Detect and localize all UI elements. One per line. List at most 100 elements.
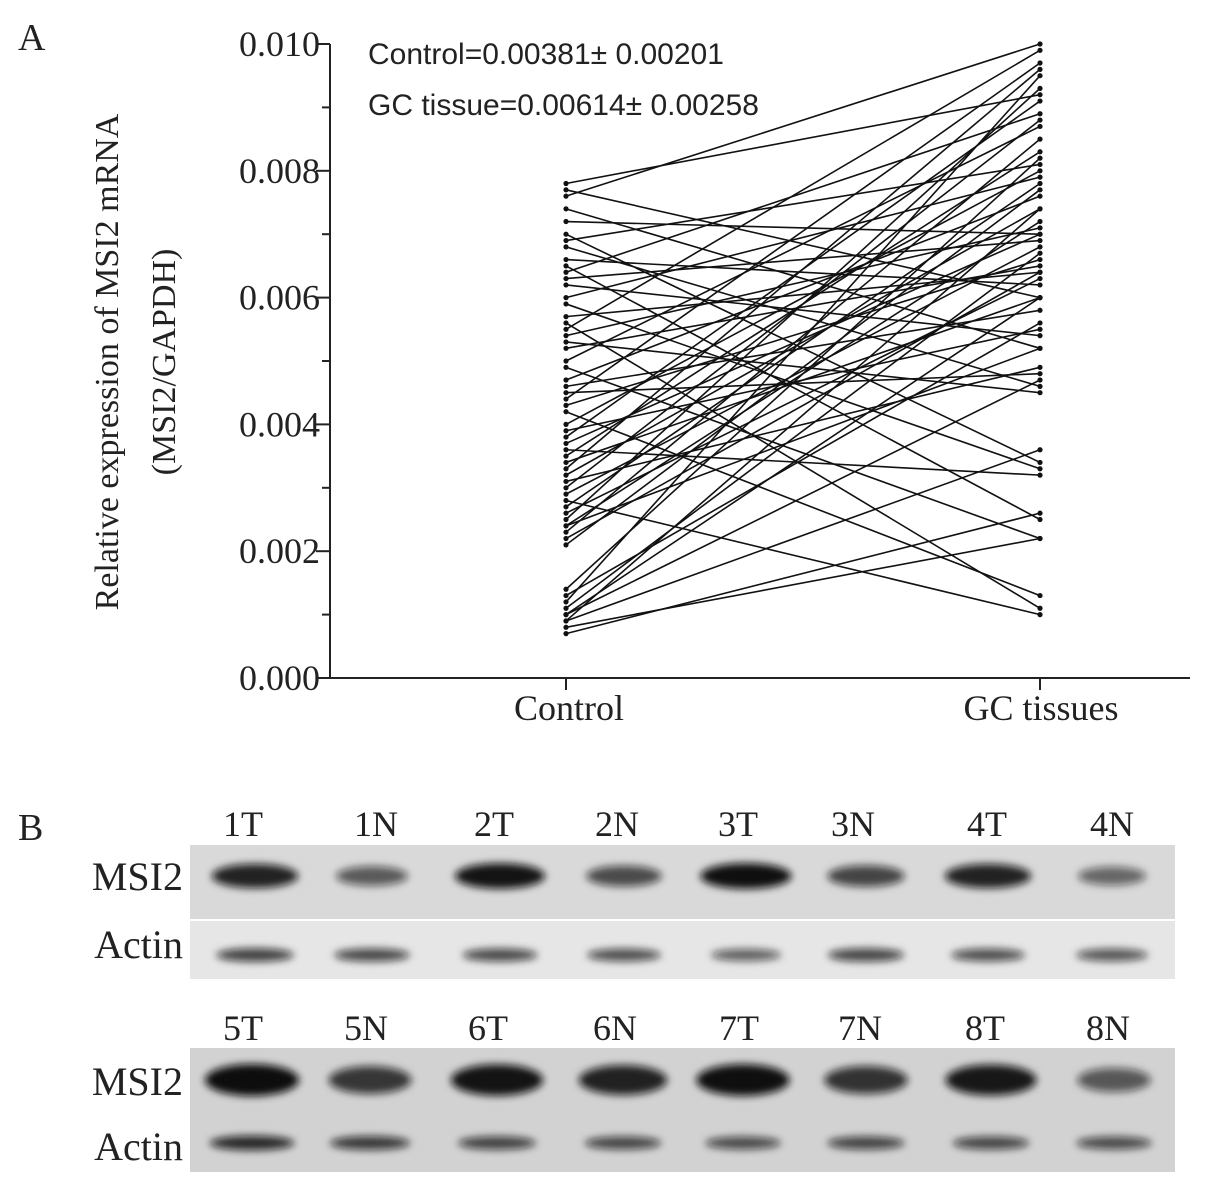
gc-tissue-point <box>1037 244 1043 250</box>
gc-tissue-point <box>1037 73 1043 79</box>
gc-tissue-point <box>1037 60 1043 66</box>
paired-lines <box>565 43 1041 635</box>
pair-line <box>565 68 1041 470</box>
msi2-band <box>205 1064 299 1096</box>
pair-line <box>565 49 1041 330</box>
pair-line <box>565 379 1041 616</box>
pair-line <box>565 220 1041 235</box>
gc-tissue-point <box>1037 161 1043 168</box>
pair-line <box>565 366 1041 540</box>
lane-label: 4T <box>967 804 1007 844</box>
gc-tissue-point <box>1037 364 1043 370</box>
pair-line <box>565 195 1041 381</box>
lane-label: 4N <box>1090 804 1134 844</box>
gc-tissue-point <box>1037 187 1043 193</box>
pair-line <box>565 265 1041 350</box>
pair-line <box>565 170 1041 426</box>
pair-line <box>565 246 1041 388</box>
pair-line <box>565 322 1041 609</box>
control-point <box>563 586 569 592</box>
msi2-band <box>696 1064 790 1096</box>
control-point <box>563 314 569 320</box>
control-point <box>563 529 569 535</box>
pair-line <box>565 296 1041 616</box>
control-point <box>563 282 569 288</box>
pair-line <box>565 182 1041 508</box>
msi2-band <box>945 1064 1037 1096</box>
gc-tissue-point <box>1037 275 1043 282</box>
pair-line <box>565 252 1041 609</box>
lane-label: 1N <box>354 804 398 844</box>
gc-tissue-point <box>1037 149 1043 155</box>
gc-tissue-point <box>1037 85 1043 91</box>
y-axis-label-line-1: Relative expression of MSI2 mRNA <box>89 113 126 610</box>
control-point <box>563 256 569 263</box>
control-point <box>563 542 569 548</box>
x-tick-label-control: Control <box>514 688 624 728</box>
pair-line <box>565 138 1041 533</box>
pair-line <box>565 176 1041 299</box>
lane-label: 2N <box>595 804 639 844</box>
pair-line <box>565 372 1041 394</box>
blot-label-msi2-row-2: MSI2 <box>92 1059 183 1104</box>
gc-tissue-point <box>1037 282 1043 288</box>
control-point <box>563 402 569 408</box>
control-point <box>563 516 569 523</box>
gc-tissue-point <box>1037 231 1043 237</box>
pair-line <box>565 163 1041 242</box>
actin-band <box>584 1136 662 1150</box>
pair-line <box>565 271 1041 540</box>
y-tick-label: 0.000 <box>239 658 320 698</box>
control-point <box>563 187 569 193</box>
gc-tissue-point <box>1037 612 1043 618</box>
actin-band <box>462 948 538 962</box>
control-point <box>563 491 569 497</box>
control-point <box>563 180 569 187</box>
pair-line <box>565 448 1041 476</box>
actin-band <box>827 948 905 962</box>
blot-row-2-lane-labels: 5T 5N 6T 6N 7T 7N 8T 8N <box>223 1008 1130 1048</box>
msi2-band <box>1077 1067 1151 1093</box>
actin-band <box>952 1136 1030 1150</box>
control-point <box>563 447 569 453</box>
control-point <box>563 440 569 447</box>
pair-line <box>565 43 1041 197</box>
gc-tissue-point <box>1037 459 1043 466</box>
gc-tissue-point <box>1037 263 1043 269</box>
control-point <box>563 624 569 630</box>
gc-tissue-point <box>1037 326 1043 332</box>
pair-line <box>565 499 1041 616</box>
blot-label-actin-row-2: Actin <box>94 1124 183 1169</box>
actin-band <box>216 948 294 962</box>
msi2-band <box>827 865 905 887</box>
control-point <box>563 478 569 485</box>
gc-tissue-point <box>1037 66 1043 72</box>
control-point <box>563 206 569 212</box>
pair-line <box>565 537 1041 629</box>
y-tick-label: 0.002 <box>239 531 320 571</box>
gc-tissue-point <box>1037 390 1043 396</box>
control-point <box>563 459 569 466</box>
lane-label: 2T <box>474 804 514 844</box>
pair-line <box>565 309 1041 388</box>
gc-tissue-point <box>1037 155 1043 161</box>
gc-tissue-point <box>1037 295 1043 301</box>
gc-tissue-point <box>1037 383 1043 389</box>
actin-band <box>1076 948 1148 962</box>
pair-line <box>565 322 1041 597</box>
gc-tissue-point <box>1037 605 1043 611</box>
control-point <box>563 421 569 427</box>
gc-tissue-point <box>1037 250 1043 256</box>
gc-tissue-point <box>1037 307 1043 313</box>
pair-line <box>565 125 1041 362</box>
control-point <box>563 263 569 269</box>
pair-line <box>565 62 1041 400</box>
pair-line <box>565 277 1041 514</box>
actin-band <box>710 948 782 962</box>
gc-tissue-point <box>1037 510 1043 516</box>
gc-tissue-point <box>1037 168 1043 174</box>
control-point <box>563 510 569 516</box>
lane-label: 8T <box>965 1008 1005 1048</box>
control-point <box>563 275 569 282</box>
